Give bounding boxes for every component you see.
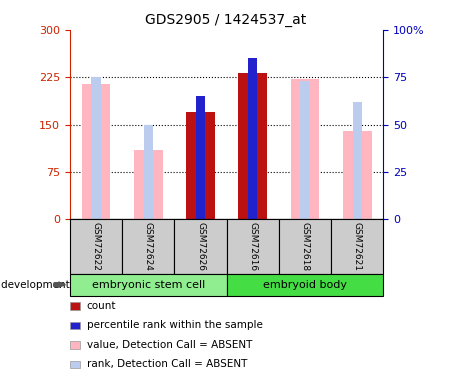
Bar <box>239 73 267 219</box>
Text: development stage: development stage <box>1 280 102 290</box>
Bar <box>248 58 258 219</box>
Text: GDS2905 / 1424537_at: GDS2905 / 1424537_at <box>145 13 306 27</box>
Text: GSM72624: GSM72624 <box>144 222 153 271</box>
Bar <box>196 96 205 219</box>
Text: GSM72622: GSM72622 <box>92 222 101 271</box>
Bar <box>290 79 319 219</box>
Text: rank, Detection Call = ABSENT: rank, Detection Call = ABSENT <box>87 360 247 369</box>
Bar <box>300 81 310 219</box>
Bar <box>343 131 372 219</box>
Text: GSM72616: GSM72616 <box>248 222 257 271</box>
Text: GSM72626: GSM72626 <box>196 222 205 271</box>
Text: percentile rank within the sample: percentile rank within the sample <box>87 321 262 330</box>
Text: embryonic stem cell: embryonic stem cell <box>92 280 205 290</box>
Bar <box>82 84 110 219</box>
Bar <box>186 112 215 219</box>
Text: GSM72621: GSM72621 <box>353 222 362 271</box>
Bar <box>91 77 101 219</box>
Text: embryoid body: embryoid body <box>263 280 347 290</box>
Bar <box>353 102 362 219</box>
Text: count: count <box>87 301 116 311</box>
Text: value, Detection Call = ABSENT: value, Detection Call = ABSENT <box>87 340 252 350</box>
Bar <box>143 124 153 219</box>
Bar <box>134 150 163 219</box>
Text: GSM72618: GSM72618 <box>300 222 309 271</box>
